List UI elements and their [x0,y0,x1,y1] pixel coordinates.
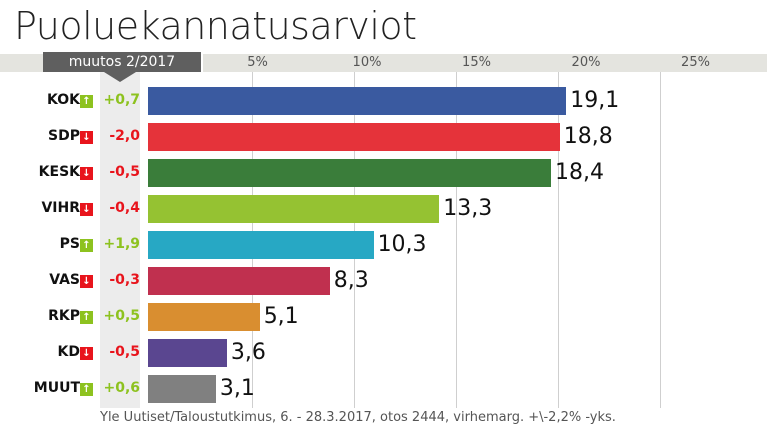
x-tick-label: 25% [681,55,710,70]
category-label: RKP [48,308,80,324]
change-header-pointer [104,72,136,82]
gridline [660,72,661,408]
arrow-down-icon: ↓ [80,275,93,288]
category-label: PS [59,236,80,252]
source-note: Yle Uutiset/Taloustutkimus, 6. - 28.3.20… [100,410,616,425]
change-value: +0,6 [103,380,140,396]
value-label: 18,4 [554,160,604,185]
arrow-down-icon: ↓ [80,347,93,360]
change-value: -0,3 [109,272,140,288]
bar [148,303,260,331]
change-value: -2,0 [109,128,140,144]
bar [148,87,567,115]
arrow-down-icon: ↓ [80,203,93,216]
x-tick-label: 10% [352,55,382,70]
bar [148,159,551,187]
value-label: 19,1 [570,88,620,113]
value-label: 18,8 [563,124,613,149]
x-tick-label: 15% [462,55,491,70]
bar [148,231,374,259]
change-value: -0,4 [109,200,140,216]
x-tick-label: 20% [571,55,601,70]
category-label: VAS [49,272,80,288]
bar [148,267,330,295]
category-label: KD [57,344,80,360]
value-label: 3,1 [219,376,255,401]
axis-band [203,54,767,72]
bar [148,375,216,403]
chart-title: Puoluekannatusarviot [14,4,417,48]
change-value: +0,5 [103,308,140,324]
category-label: VIHR [41,200,80,216]
arrow-up-icon: ↑ [80,239,93,252]
arrow-up-icon: ↑ [80,95,93,108]
change-header: muutos 2/2017 [43,52,201,72]
category-label: KOK [47,92,80,108]
category-label: MUUT [33,380,80,396]
change-value: +0,7 [103,92,140,108]
value-label: 5,1 [263,304,299,329]
arrow-up-icon: ↑ [80,311,93,324]
arrow-down-icon: ↓ [80,167,93,180]
value-label: 3,6 [230,340,266,365]
change-column [100,72,140,408]
gridline [558,72,559,408]
category-label: SDP [48,128,80,144]
bar [148,123,560,151]
bar [148,195,440,223]
arrow-up-icon: ↑ [80,383,93,396]
value-label: 10,3 [377,232,427,257]
change-value: -0,5 [109,344,140,360]
axis-band-left [0,54,43,72]
gridline [456,72,457,408]
value-label: 13,3 [443,196,493,221]
change-value: -0,5 [109,164,140,180]
value-label: 8,3 [333,268,369,293]
bar [148,339,227,367]
x-tick-label: 5% [247,55,268,70]
arrow-down-icon: ↓ [80,131,93,144]
category-label: KESK [38,164,80,180]
change-value: +1,9 [103,236,140,252]
